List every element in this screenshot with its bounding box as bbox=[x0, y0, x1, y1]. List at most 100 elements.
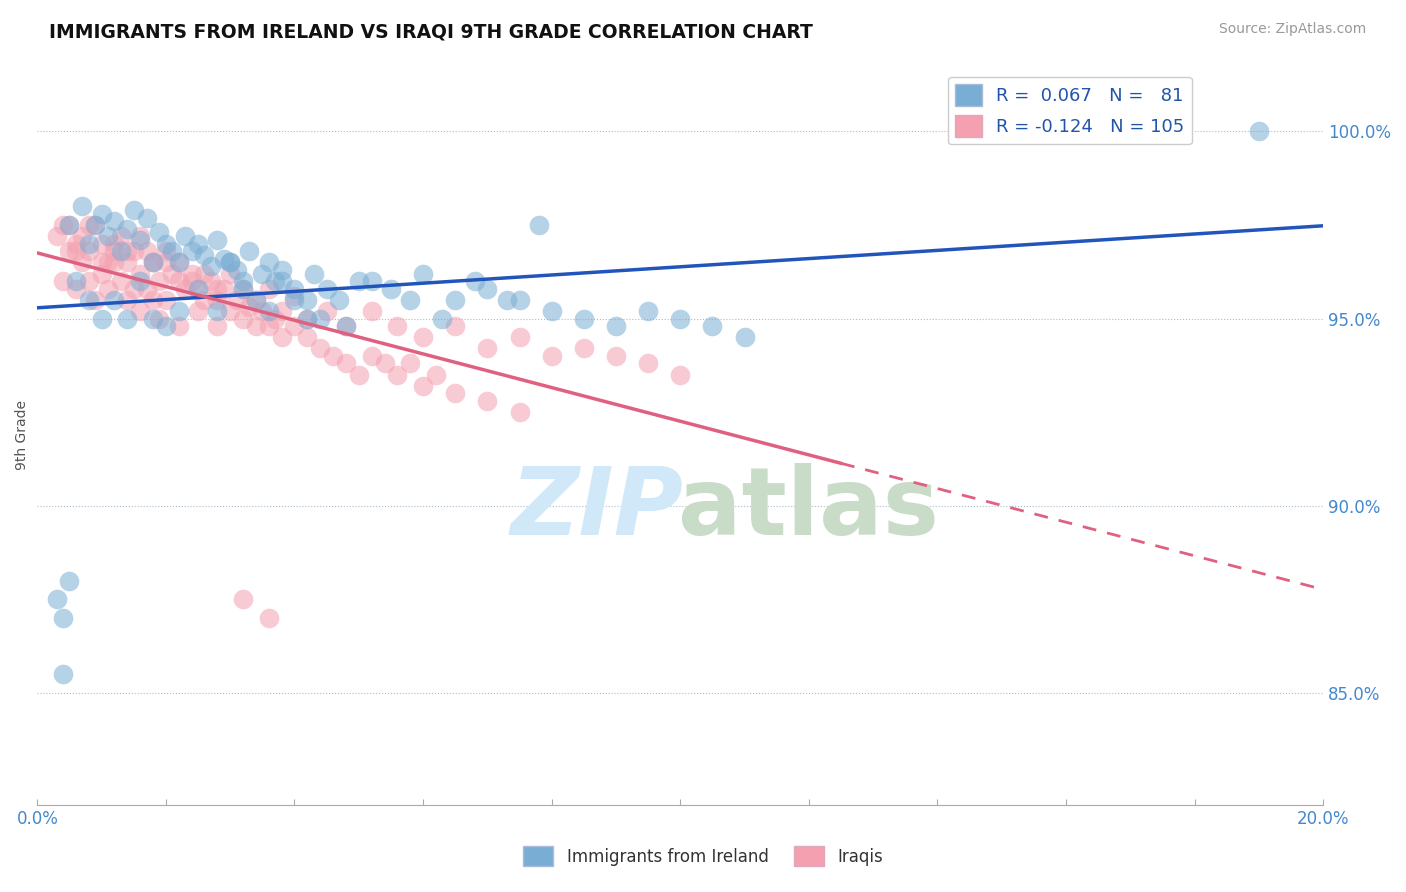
Point bbox=[77, 236, 100, 251]
Point bbox=[187, 282, 209, 296]
Point bbox=[232, 592, 254, 607]
Point bbox=[283, 293, 305, 307]
Point bbox=[72, 229, 94, 244]
Point bbox=[212, 282, 235, 296]
Point bbox=[65, 236, 87, 251]
Point bbox=[225, 293, 247, 307]
Point bbox=[174, 282, 197, 296]
Point bbox=[309, 311, 332, 326]
Point bbox=[90, 311, 112, 326]
Point bbox=[97, 282, 120, 296]
Point bbox=[90, 255, 112, 269]
Point bbox=[84, 293, 107, 307]
Point bbox=[97, 229, 120, 244]
Point bbox=[283, 282, 305, 296]
Point bbox=[257, 319, 280, 334]
Point bbox=[669, 368, 692, 382]
Point bbox=[129, 304, 152, 318]
Point bbox=[219, 255, 242, 269]
Point bbox=[412, 267, 434, 281]
Point bbox=[129, 274, 152, 288]
Text: ZIP: ZIP bbox=[510, 463, 683, 555]
Point bbox=[238, 244, 260, 259]
Point bbox=[180, 244, 202, 259]
Point bbox=[52, 274, 75, 288]
Point bbox=[142, 255, 165, 269]
Legend: R =  0.067   N =   81, R = -0.124   N = 105: R = 0.067 N = 81, R = -0.124 N = 105 bbox=[948, 77, 1192, 145]
Point bbox=[387, 368, 409, 382]
Point bbox=[297, 311, 319, 326]
Point bbox=[225, 263, 247, 277]
Point bbox=[58, 218, 80, 232]
Point bbox=[702, 319, 724, 334]
Point bbox=[734, 330, 756, 344]
Point bbox=[347, 368, 370, 382]
Point bbox=[360, 349, 382, 363]
Point bbox=[309, 342, 332, 356]
Point bbox=[257, 282, 280, 296]
Point bbox=[297, 293, 319, 307]
Point bbox=[387, 319, 409, 334]
Point bbox=[117, 293, 139, 307]
Point bbox=[52, 218, 75, 232]
Point bbox=[180, 267, 202, 281]
Point bbox=[425, 368, 447, 382]
Point bbox=[84, 218, 107, 232]
Point bbox=[463, 274, 485, 288]
Point bbox=[283, 289, 305, 303]
Point bbox=[122, 244, 145, 259]
Point bbox=[77, 274, 100, 288]
Point bbox=[360, 304, 382, 318]
Point bbox=[1247, 124, 1270, 138]
Point bbox=[65, 282, 87, 296]
Point bbox=[335, 356, 357, 370]
Point bbox=[155, 255, 177, 269]
Point bbox=[45, 229, 67, 244]
Point bbox=[335, 319, 357, 334]
Point bbox=[572, 342, 595, 356]
Point bbox=[142, 293, 165, 307]
Point bbox=[90, 236, 112, 251]
Legend: Immigrants from Ireland, Iraqis: Immigrants from Ireland, Iraqis bbox=[516, 839, 890, 873]
Point bbox=[58, 574, 80, 588]
Point bbox=[65, 244, 87, 259]
Point bbox=[148, 226, 170, 240]
Point bbox=[477, 342, 499, 356]
Point bbox=[162, 267, 184, 281]
Point bbox=[335, 319, 357, 334]
Point bbox=[270, 330, 292, 344]
Point bbox=[193, 267, 215, 281]
Point bbox=[207, 233, 229, 247]
Point bbox=[637, 304, 659, 318]
Point bbox=[167, 255, 190, 269]
Point bbox=[167, 304, 190, 318]
Point bbox=[669, 311, 692, 326]
Point bbox=[508, 330, 530, 344]
Point bbox=[77, 293, 100, 307]
Point bbox=[52, 611, 75, 625]
Point bbox=[219, 304, 242, 318]
Point bbox=[495, 293, 517, 307]
Point bbox=[167, 274, 190, 288]
Point bbox=[232, 282, 254, 296]
Point bbox=[328, 293, 350, 307]
Point bbox=[135, 282, 157, 296]
Point bbox=[103, 236, 125, 251]
Point bbox=[129, 229, 152, 244]
Point bbox=[103, 214, 125, 228]
Point bbox=[72, 255, 94, 269]
Point bbox=[444, 386, 467, 401]
Point bbox=[155, 236, 177, 251]
Point bbox=[572, 311, 595, 326]
Point bbox=[45, 592, 67, 607]
Point bbox=[103, 244, 125, 259]
Point bbox=[52, 667, 75, 681]
Point bbox=[103, 293, 125, 307]
Point bbox=[444, 319, 467, 334]
Point bbox=[58, 218, 80, 232]
Point bbox=[315, 282, 337, 296]
Point bbox=[155, 244, 177, 259]
Point bbox=[187, 236, 209, 251]
Point bbox=[110, 229, 132, 244]
Point bbox=[373, 356, 395, 370]
